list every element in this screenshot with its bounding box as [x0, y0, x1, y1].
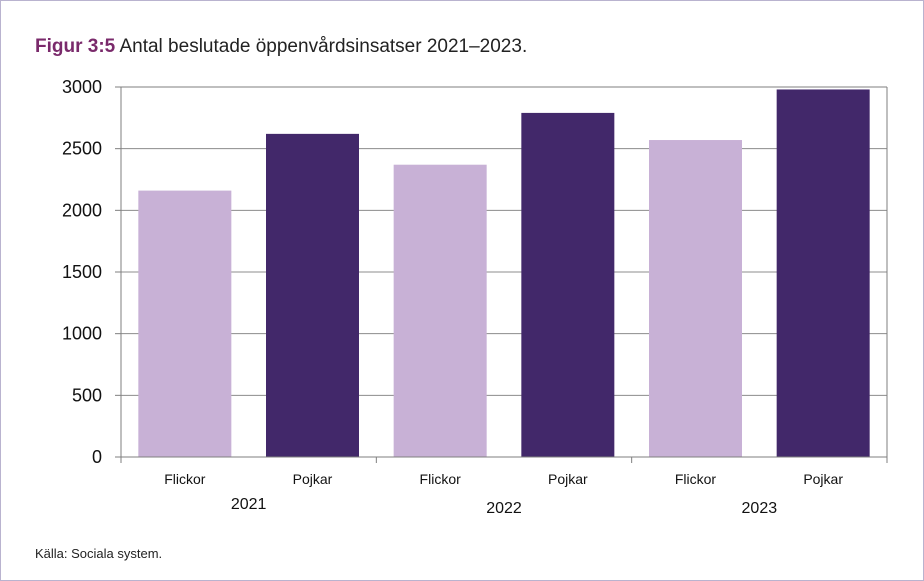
y-tick-label: 2000 [62, 200, 102, 220]
bar [393, 164, 487, 457]
x-tick-label: Pojkar [803, 471, 843, 487]
axes [115, 86, 888, 463]
bars [138, 89, 870, 458]
bar [776, 89, 870, 457]
bar [266, 133, 359, 457]
y-tick-label: 3000 [62, 77, 102, 97]
y-tick-label: 2500 [62, 139, 102, 159]
x-tick-labels: Flickor Pojkar Flickor Pojkar Flickor Pojkar [164, 471, 843, 487]
bar [521, 112, 615, 458]
group-labels: 2021 2022 2023 [231, 496, 777, 517]
group-label: 2021 [231, 496, 267, 513]
x-tick-label: Flickor [164, 471, 206, 487]
bar [138, 190, 232, 457]
gridlines [121, 148, 887, 396]
x-tick-label: Pojkar [548, 471, 588, 487]
bar [649, 140, 742, 458]
x-tick-label: Flickor [675, 471, 717, 487]
x-tick-label: Flickor [420, 471, 462, 487]
y-tick-label: 500 [72, 385, 102, 405]
figure-title: Figur 3:5 Antal beslutade öppenvårdsinsa… [35, 36, 527, 58]
group-label: 2023 [742, 500, 778, 517]
x-tick-label: Pojkar [293, 471, 333, 487]
group-label: 2022 [486, 500, 522, 517]
source-note: Källa: Sociala system. [35, 546, 163, 561]
y-tick-label: 0 [92, 447, 102, 467]
figure-label: Figur 3:5 [35, 36, 116, 57]
y-tick-labels: 0 500 1000 1500 2000 2500 3000 [62, 77, 102, 467]
y-tick-label: 1500 [62, 262, 102, 282]
y-tick-label: 1000 [62, 324, 102, 344]
figure-title-text: Antal beslutade öppenvårdsinsatser 2021–… [119, 36, 528, 57]
